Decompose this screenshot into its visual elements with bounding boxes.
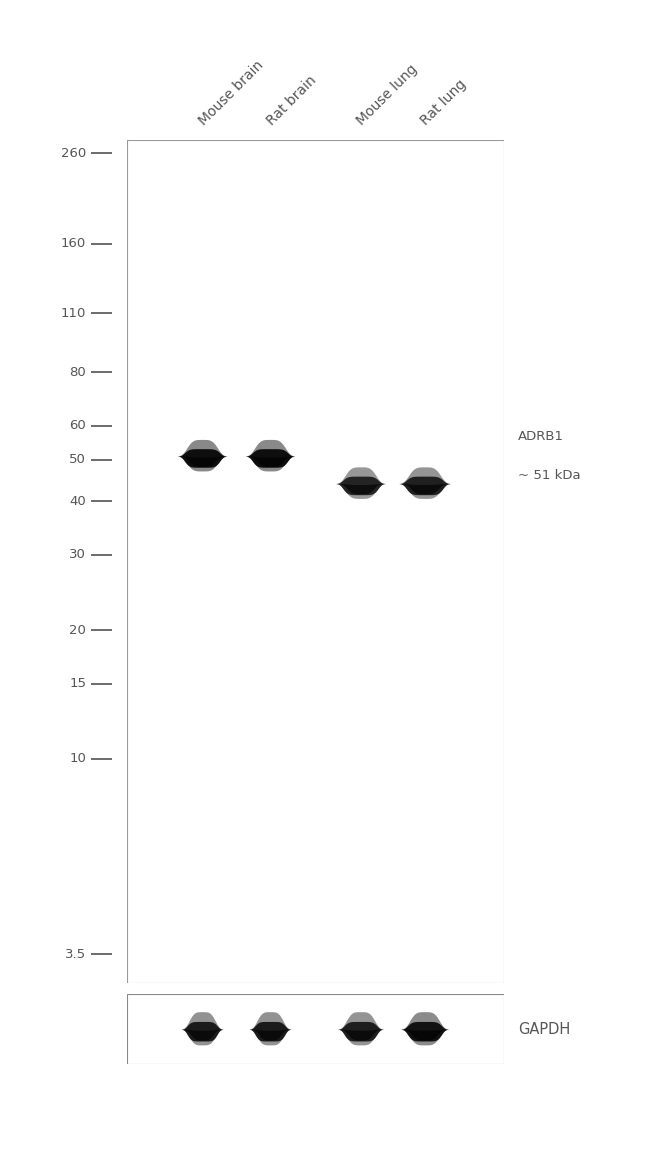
Text: 80: 80 — [70, 366, 86, 379]
Text: ~ 51 kDa: ~ 51 kDa — [519, 469, 581, 481]
Text: 110: 110 — [61, 307, 86, 320]
Text: 3.5: 3.5 — [65, 948, 86, 961]
Text: 160: 160 — [61, 237, 86, 250]
Text: 260: 260 — [61, 147, 86, 159]
Text: Rat brain: Rat brain — [264, 73, 319, 128]
Text: 10: 10 — [70, 752, 86, 765]
Text: ADRB1: ADRB1 — [519, 430, 564, 443]
Text: 30: 30 — [70, 548, 86, 562]
Text: 40: 40 — [70, 494, 86, 508]
Text: 60: 60 — [70, 420, 86, 433]
Text: GAPDH: GAPDH — [519, 1022, 571, 1036]
Text: Mouse brain: Mouse brain — [196, 58, 266, 128]
Text: Mouse lung: Mouse lung — [354, 63, 421, 128]
Text: 50: 50 — [70, 454, 86, 466]
Text: 20: 20 — [70, 623, 86, 636]
Text: 15: 15 — [69, 677, 86, 690]
Text: Rat lung: Rat lung — [419, 78, 469, 128]
